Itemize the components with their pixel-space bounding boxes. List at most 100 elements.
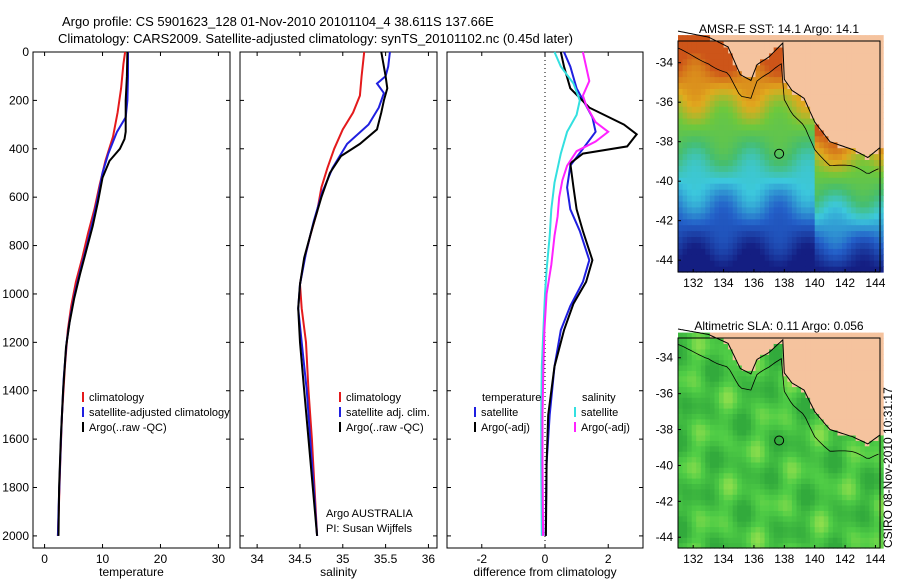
sst_map-cell (696, 147, 702, 155)
sla_map-cell (760, 499, 766, 506)
sla_map-cell (737, 402, 743, 409)
sst_map-cell (755, 224, 761, 232)
sla_map-cell (819, 348, 825, 355)
sla_map-cell (691, 332, 697, 339)
sla_map-cell (832, 504, 839, 511)
sst_map-cell (682, 153, 688, 160)
sst_map-cell (796, 106, 802, 113)
sst_map-cell (696, 141, 702, 149)
sla_map-cell (855, 418, 861, 425)
sst_map-field (678, 35, 884, 273)
sst_map-cell (732, 106, 738, 113)
sla_map-cell (796, 364, 802, 371)
sst_map-cell (709, 206, 716, 214)
sst_map-cell (819, 242, 825, 249)
sst_map-cell (846, 58, 852, 66)
sla_map-cell (773, 488, 779, 495)
sst_map-cell (778, 224, 784, 232)
sla_map-cell (851, 354, 857, 361)
sla_map-cell (678, 386, 684, 393)
sst_map-cell (773, 112, 779, 119)
sst_map-cell (791, 135, 798, 143)
sst_map-cell (719, 123, 725, 131)
sla_map-cell (828, 424, 834, 431)
sst_map-cell (691, 206, 697, 214)
sla_map-cell (791, 391, 798, 398)
sla_map-cell (796, 359, 802, 366)
sla_map-cell (828, 397, 834, 404)
sst_map-cell (878, 165, 884, 172)
sst_map-cell (864, 112, 870, 119)
sla_map-cell (814, 370, 820, 377)
sla_map-cell (755, 359, 761, 366)
sst_map-xtick-label: 138 (774, 276, 794, 290)
sst_map-cell (819, 266, 825, 273)
sla_map-cell (873, 370, 880, 377)
sst_map-cell (750, 52, 757, 60)
sla_map-cell (746, 375, 752, 382)
sst_map-cell (864, 70, 870, 78)
sst_map-cell (828, 248, 834, 255)
sst_map-cell (709, 64, 716, 72)
sst_map-cell (760, 159, 766, 166)
sla_map-cell (732, 440, 738, 447)
sst_map-cell (700, 236, 706, 243)
sla_map-cell (791, 424, 798, 431)
sla_map-cell (787, 494, 793, 501)
sla_map-cell (723, 364, 729, 371)
sst_map-cell (873, 70, 880, 78)
sst_map-cell (791, 165, 798, 172)
sst_map-cell (855, 224, 861, 232)
sst_map-cell (741, 41, 747, 48)
sla_map-cell (719, 483, 725, 490)
sst_map-cell (719, 183, 725, 190)
sst_map-cell (873, 76, 880, 83)
sst_map-cell (705, 200, 711, 208)
sla_map-cell (728, 531, 734, 538)
sla_map-cell (846, 526, 852, 533)
sla_map-cell (851, 483, 857, 490)
sla_map-cell (810, 456, 816, 463)
sla_map-cell (769, 521, 775, 528)
sst_map-cell (878, 141, 884, 149)
sla_map-cell (773, 375, 779, 382)
sst_map-cell (846, 206, 852, 214)
sst_map-cell (705, 177, 711, 184)
sst_map-cell (714, 106, 720, 113)
sla_map-cell (855, 521, 861, 528)
sla_map-cell (714, 424, 720, 431)
sla_map-cell (860, 386, 866, 393)
sst_map-cell (814, 129, 820, 137)
sst_map-cell (796, 46, 802, 54)
sst_map-cell (687, 189, 693, 196)
sst_map-cell (814, 165, 820, 172)
sla_map-cell (696, 354, 702, 361)
sst_map-cell (810, 118, 816, 125)
sla_map-cell (791, 332, 798, 339)
sst_map-cell (769, 212, 775, 220)
sla_map-cell (801, 461, 807, 468)
sla_map-cell (691, 348, 697, 355)
sla_map-cell (691, 504, 697, 511)
sla_map-cell (760, 386, 766, 393)
sla_map-cell (755, 472, 761, 479)
sla_map-cell (682, 338, 688, 344)
sst_map-cell (864, 212, 870, 220)
sla_map-cell (678, 472, 684, 479)
sla_map-cell (855, 483, 861, 490)
sst_map-cell (787, 94, 793, 101)
sst_map-cell (778, 147, 784, 155)
sst_map-cell (687, 123, 693, 131)
sst_map-cell (732, 35, 738, 42)
sla_map-cell (832, 526, 839, 533)
sst_map-cell (687, 218, 693, 226)
sla_map-cell (732, 515, 738, 522)
sst_map-cell (805, 141, 811, 149)
sst_map-coastline (677, 30, 881, 159)
sla_map-cell (741, 445, 747, 452)
sst_map-cell (732, 100, 738, 107)
sla_map-cell (732, 359, 738, 366)
sla_map-cell (764, 370, 770, 377)
sla_map-cell (873, 445, 880, 452)
sst_map-cell (750, 230, 757, 237)
